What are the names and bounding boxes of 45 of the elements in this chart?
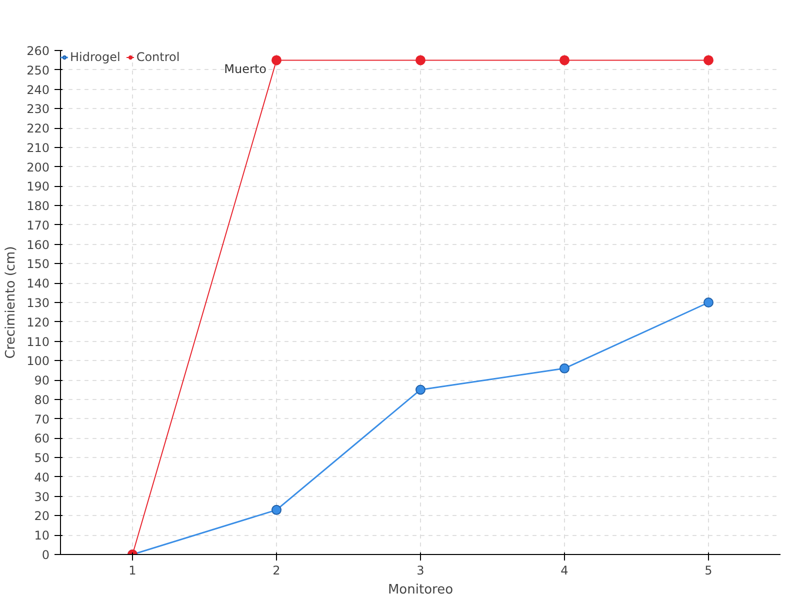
point bbox=[560, 55, 570, 66]
x-tick-label: 3 bbox=[416, 564, 424, 578]
point bbox=[416, 384, 426, 395]
point bbox=[704, 55, 714, 66]
y-tick-label: 180 bbox=[26, 199, 50, 214]
y-tick-label: 130 bbox=[26, 296, 50, 310]
y-tick-label: 190 bbox=[26, 180, 50, 194]
y-axis-title: Crecimiento (cm) bbox=[4, 246, 19, 359]
y-tick-label: 80 bbox=[34, 392, 50, 407]
y-tick-label: 260 bbox=[26, 44, 50, 58]
y-tick-label: 230 bbox=[26, 102, 50, 116]
y-tick-label: 170 bbox=[26, 218, 50, 232]
y-tick-label: 220 bbox=[26, 122, 50, 136]
y-tick-label: 240 bbox=[26, 82, 50, 97]
y-tick-label: 30 bbox=[34, 490, 50, 504]
x-tick-label: 4 bbox=[560, 564, 568, 578]
y-tick-label: 90 bbox=[34, 374, 50, 388]
point bbox=[272, 504, 282, 515]
point bbox=[416, 55, 426, 66]
y-tick-label: 210 bbox=[26, 140, 50, 155]
y-tick-label: 10 bbox=[34, 528, 50, 543]
point bbox=[704, 298, 714, 308]
legend-label: Control bbox=[136, 50, 180, 64]
y-tick-label: 0 bbox=[42, 548, 50, 562]
y-tick-label: 100 bbox=[26, 354, 50, 368]
y-tick-label: 150 bbox=[26, 257, 50, 272]
x-tick-label: 5 bbox=[704, 564, 712, 578]
legend-label: Hidrogel bbox=[70, 50, 120, 64]
y-tick-label: 160 bbox=[26, 238, 50, 252]
point bbox=[272, 55, 282, 66]
x-tick-label: 2 bbox=[272, 564, 280, 578]
y-tick-label: 140 bbox=[26, 276, 50, 291]
x-axis-title: Monitoreo bbox=[388, 582, 454, 598]
y-tick-label: 120 bbox=[26, 315, 50, 330]
y-tick-label: 200 bbox=[26, 160, 50, 174]
point bbox=[560, 363, 570, 374]
y-tick-label: 70 bbox=[34, 412, 50, 426]
y-tick-label: 20 bbox=[34, 509, 50, 524]
y-tick-label: 250 bbox=[26, 63, 50, 78]
y-tick-label: 110 bbox=[26, 334, 50, 349]
annotation: Muerto bbox=[224, 62, 267, 76]
y-tick-label: 40 bbox=[34, 470, 50, 484]
x-tick-label: 1 bbox=[128, 564, 136, 578]
y-tick-label: 60 bbox=[34, 432, 50, 446]
y-tick-label: 50 bbox=[34, 451, 50, 466]
